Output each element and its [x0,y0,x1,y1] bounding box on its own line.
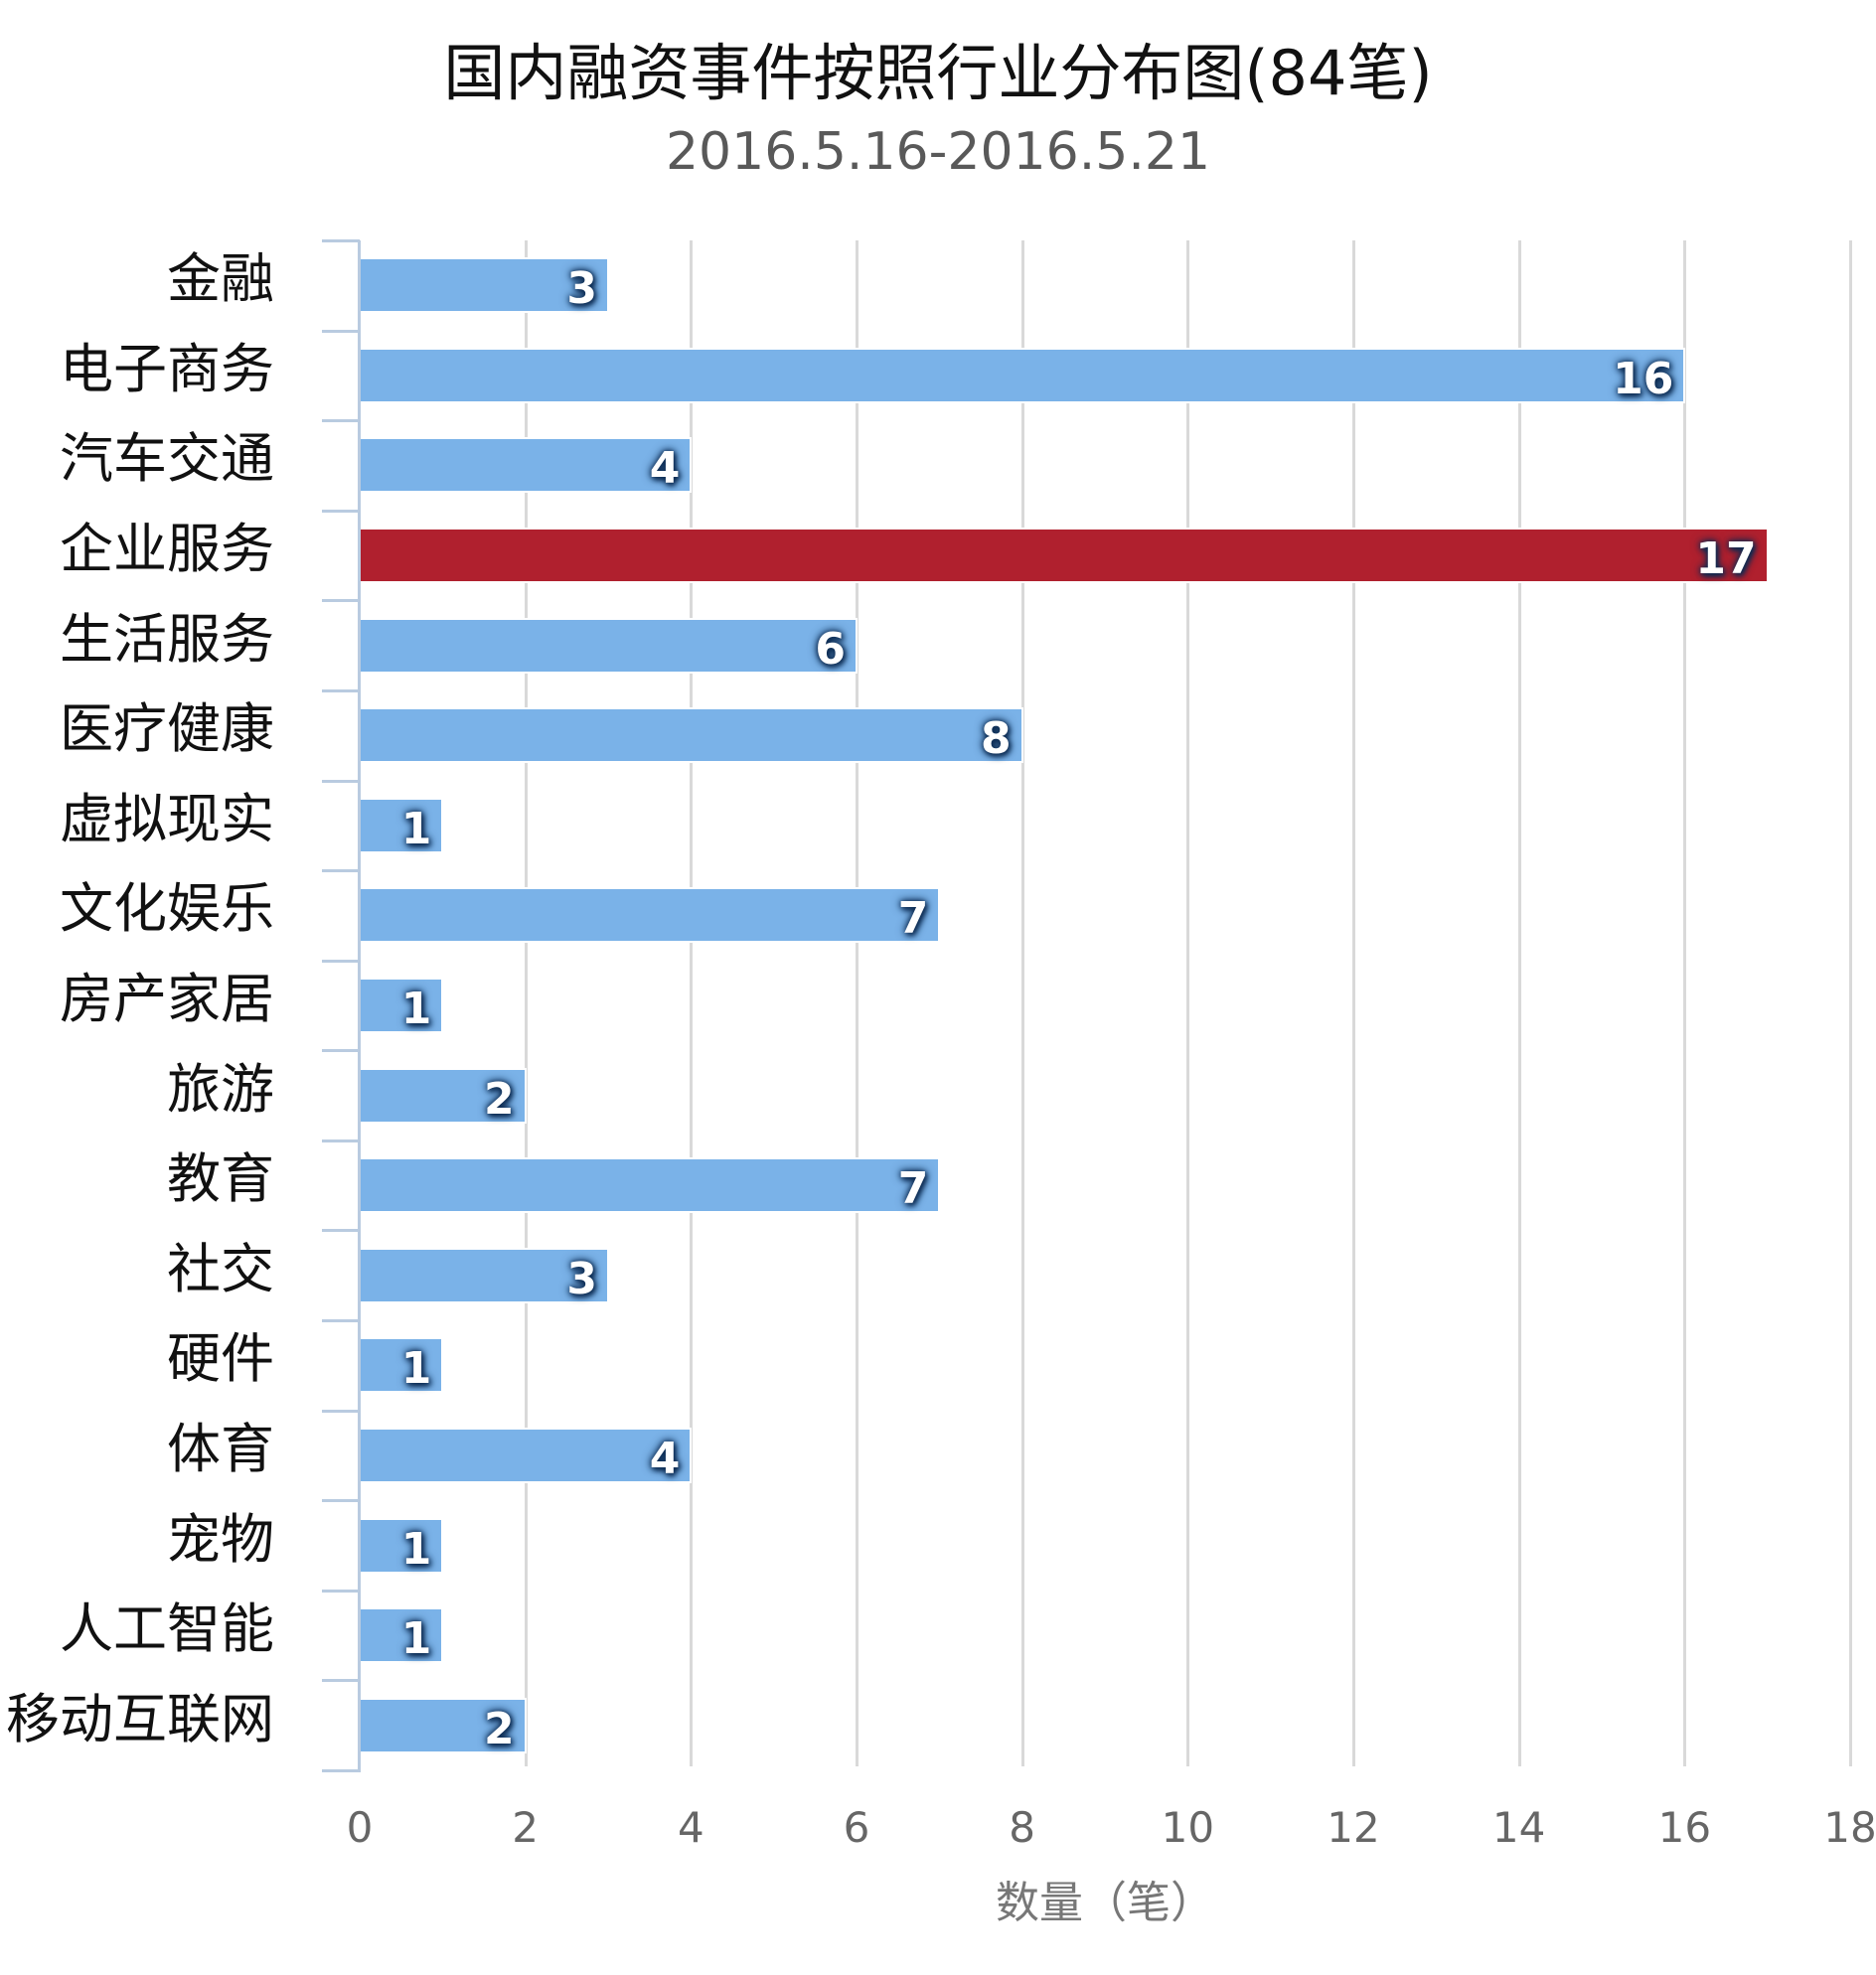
bar-value-label: 1 [400,984,432,1034]
y-axis-tick [322,1499,360,1503]
bar: 6 [361,617,858,675]
category-label: 人工智能 [60,1597,274,1661]
category-label: 体育 [167,1417,274,1480]
y-axis-tick [322,1679,360,1683]
y-axis-tick [322,329,360,333]
bar: 1 [361,1517,444,1575]
y-axis-line [358,240,361,1772]
bar-value-label: 4 [649,443,681,495]
y-axis-tick [322,1409,360,1413]
chart-title: 国内融资事件按照行业分布图(84笔) [443,37,1433,109]
category-label: 汽车交通 [60,427,274,491]
category-label: 医疗健康 [60,697,274,761]
x-tick-label: 0 [346,1803,374,1852]
y-axis-tick [322,1139,360,1142]
x-tick-label: 4 [677,1803,704,1852]
bar-value-label: 2 [484,1073,515,1125]
bar-value-label: 7 [897,893,929,945]
y-axis-tick [322,959,360,963]
bar: 2 [361,1067,527,1125]
bar: 3 [361,1247,609,1304]
y-axis-tick [322,1769,360,1772]
bar-value-label: 1 [400,1343,432,1395]
x-tick-label: 10 [1161,1803,1215,1852]
y-axis-tick [322,1319,360,1323]
bar: 4 [361,1427,693,1484]
y-axis-tick [322,419,360,423]
x-tick-label: 6 [843,1803,870,1852]
bar-value-label: 8 [981,713,1012,765]
bar-value-label: 4 [649,1433,681,1484]
x-tick-label: 18 [1823,1803,1876,1852]
category-label: 社交 [167,1237,274,1300]
bar-value-label: 1 [400,803,432,854]
bar: 3 [361,257,609,314]
gridline [524,240,528,1766]
x-tick-label: 8 [1009,1803,1036,1852]
bar-value-label: 1 [400,1523,432,1575]
bar: 2 [361,1697,527,1754]
x-axis-title: 数量（笔） [996,1878,1214,1928]
category-label: 企业服务 [60,518,274,581]
bar: 4 [361,437,693,494]
bar-value-label: 16 [1613,353,1674,404]
bar: 7 [361,1157,941,1214]
y-axis-tick [322,239,360,242]
category-label: 宠物 [167,1507,274,1571]
category-label: 文化娱乐 [60,877,274,941]
category-label: 金融 [167,247,274,311]
plot-area: 3 16 4 17 6 8 1 7 1 2 7 3 1 4 1 1 2 金融 电子商务 汽车交通 企业服务 生活服务 医疗… [6,239,1852,1772]
y-axis-tick [322,688,360,692]
y-axis-tick [322,509,360,513]
y-axis-tick [322,1229,360,1233]
y-axis-tick [322,599,360,603]
y-axis-tick [322,1589,360,1593]
bar: 1 [361,1607,444,1664]
bar-value-label: 2 [484,1703,515,1754]
gridline [856,240,859,1766]
chart-subtitle: 2016.5.16-2016.5.21 [665,122,1211,182]
gridline [1352,240,1355,1766]
y-axis-tick [322,869,360,873]
y-axis-tick [322,779,360,783]
bar: 17 [361,528,1769,584]
bar-value-label: 17 [1695,533,1757,585]
gridline [1517,240,1521,1766]
gridline [1186,240,1190,1766]
category-label: 硬件 [167,1327,274,1391]
category-label: 生活服务 [60,607,274,671]
category-label: 电子商务 [60,337,274,400]
category-label: 虚拟现实 [60,787,274,850]
bar-value-label: 7 [897,1163,929,1215]
bar: 7 [361,887,941,944]
category-label: 房产家居 [60,968,274,1030]
bar: 16 [361,347,1686,404]
category-label: 移动互联网 [6,1687,274,1750]
gridline [1683,240,1687,1766]
x-tick-label: 16 [1657,1803,1712,1852]
x-tick-label: 14 [1491,1803,1546,1852]
bar: 1 [361,978,444,1034]
bar: 8 [361,707,1023,764]
gridline [1020,240,1024,1766]
bar-value-label: 1 [400,1613,432,1665]
category-label: 教育 [167,1147,274,1211]
x-tick-label: 2 [512,1803,540,1852]
bar: 1 [361,797,444,854]
bar: 1 [361,1337,444,1394]
bar-value-label: 6 [815,623,846,675]
bar-value-label: 3 [566,263,597,315]
gridline [690,240,694,1766]
gridline [1849,240,1852,1766]
bar-value-label: 3 [566,1253,597,1304]
y-axis-tick [322,1049,360,1053]
x-tick-label: 12 [1327,1803,1380,1852]
category-label: 旅游 [167,1057,274,1121]
